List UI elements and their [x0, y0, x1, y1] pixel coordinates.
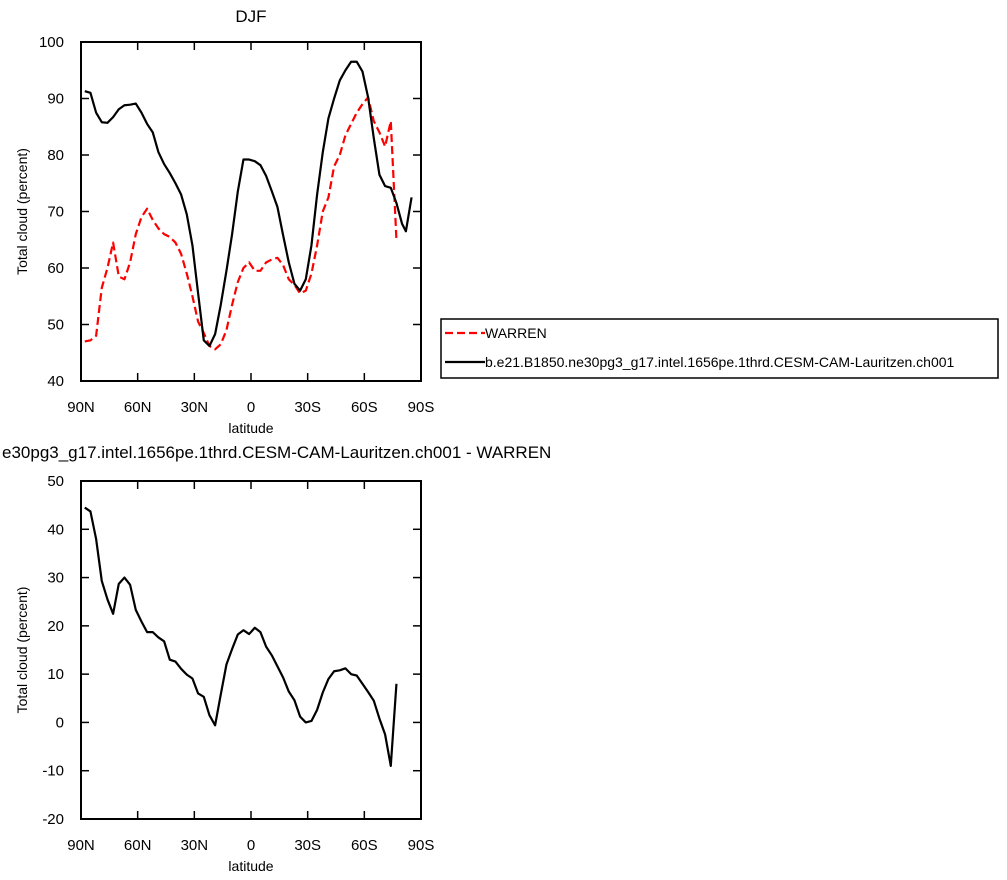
x-tick-label: 90S: [408, 399, 435, 416]
plot-frame: [80, 480, 422, 820]
x-tick-label: 90S: [408, 837, 435, 854]
x-axis-label: latitude: [228, 858, 273, 874]
x-tick-label: 0: [247, 399, 255, 416]
y-tick-label: -10: [42, 763, 64, 780]
data-line: [84, 506, 398, 767]
x-tick-label: 60N: [124, 837, 152, 854]
x-tick-label: 90N: [67, 837, 95, 854]
y-tick-label: 70: [47, 204, 64, 221]
x-tick-label: 60S: [351, 399, 378, 416]
x-tick-label: 30S: [294, 837, 321, 854]
y-tick-label: 90: [47, 91, 64, 108]
y-tick-label: 30: [47, 570, 64, 587]
x-axis-label: latitude: [228, 420, 273, 436]
data-line: [84, 60, 413, 348]
y-tick-label: 0: [56, 714, 64, 731]
x-tick-label: 30S: [294, 399, 321, 416]
y-tick-label: 20: [47, 618, 64, 635]
x-tick-label: 30N: [181, 837, 209, 854]
chart-title: e30pg3_g17.intel.1656pe.1thrd.CESM-CAM-L…: [2, 443, 551, 462]
y-tick-label: 50: [47, 473, 64, 490]
x-tick-label: 0: [247, 837, 255, 854]
y-axis-label: Total cloud (percent): [14, 587, 30, 714]
x-tick-label: 30N: [181, 399, 209, 416]
legend-box: [440, 318, 999, 379]
legend-label: b.e21.B1850.ne30pg3_g17.intel.1656pe.1th…: [485, 354, 955, 370]
y-tick-label: 10: [47, 666, 64, 683]
data-line: [84, 96, 398, 351]
chart-title: DJF: [235, 7, 266, 26]
y-tick-label: 60: [47, 260, 64, 277]
y-tick-label: 100: [39, 34, 64, 51]
x-tick-label: 60N: [124, 399, 152, 416]
x-tick-label: 90N: [67, 399, 95, 416]
y-tick-label: 80: [47, 147, 64, 164]
y-tick-label: 40: [47, 373, 64, 390]
x-tick-label: 60S: [351, 837, 378, 854]
y-axis-label: Total cloud (percent): [14, 148, 30, 275]
legend-label: WARREN: [485, 325, 547, 341]
y-tick-label: -20: [42, 811, 64, 828]
y-tick-label: 40: [47, 521, 64, 538]
y-tick-label: 50: [47, 317, 64, 334]
plot-frame: [80, 41, 422, 382]
